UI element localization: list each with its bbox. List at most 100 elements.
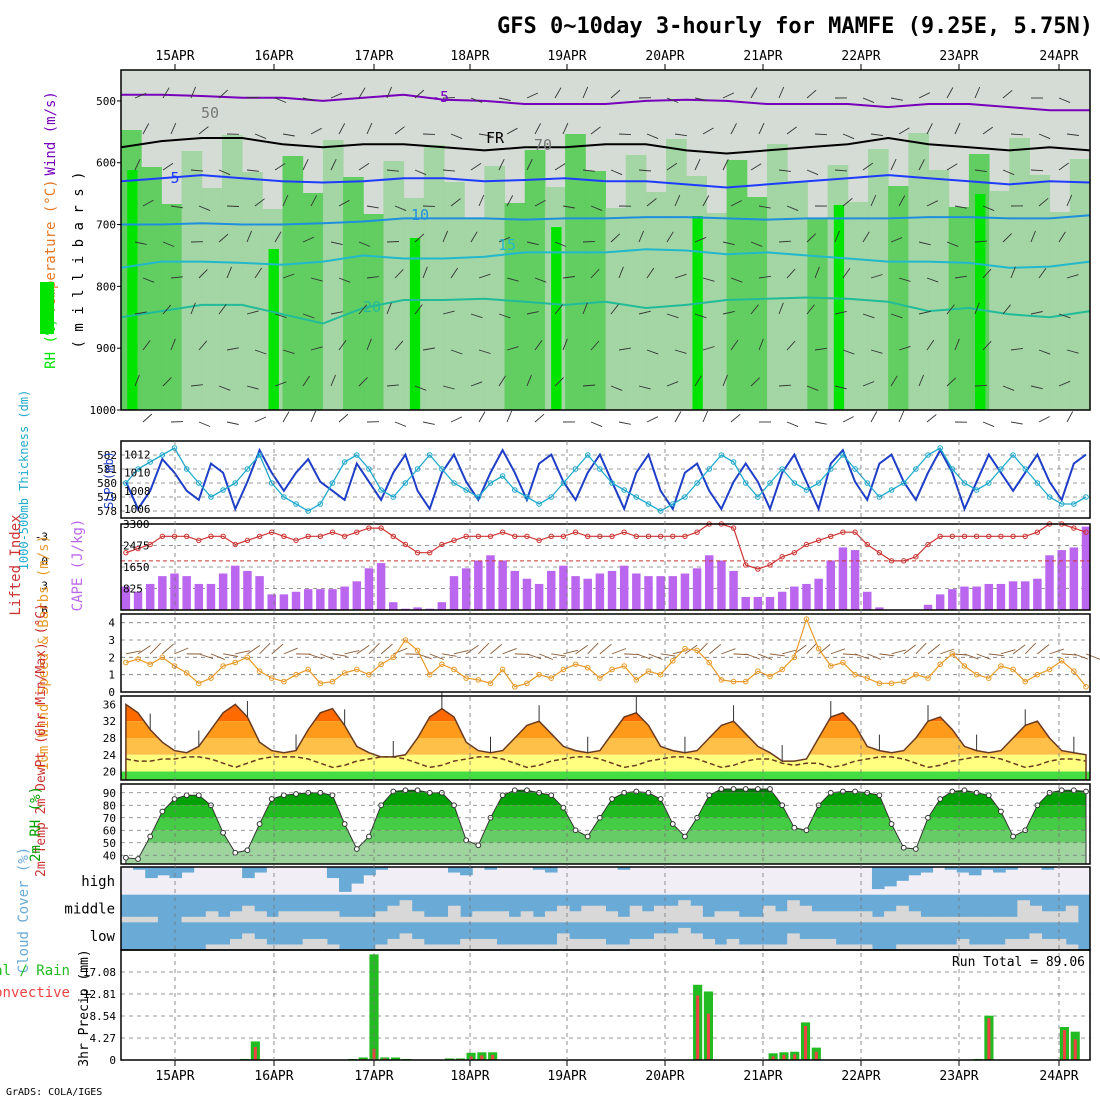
- wind-barb: [1038, 133, 1051, 140]
- wind-barb: [226, 266, 232, 279]
- wind-barb: [666, 231, 674, 243]
- wind-barb: [722, 159, 729, 171]
- surface-wind-barb: [247, 645, 261, 655]
- wind-barb: [562, 276, 575, 279]
- lifted-index-point: [815, 537, 822, 544]
- footer-credit: GrADS: COLA/IGES: [6, 1087, 102, 1098]
- cloud-gap-bar: [508, 916, 522, 923]
- cape-bar: [133, 591, 143, 610]
- date-top-label: 19APR: [547, 49, 586, 64]
- wind-barb: [638, 310, 651, 315]
- cloud-gap-bar: [351, 916, 364, 923]
- wind-barb: [758, 205, 771, 209]
- wind-barb: [442, 230, 449, 243]
- lifted-index-point: [536, 537, 542, 544]
- cape-axis-label: CAPE (J/kg): [70, 519, 86, 612]
- rh-band: [625, 155, 647, 410]
- thickness-point: [463, 487, 469, 493]
- wind-barb: [814, 133, 828, 136]
- cloud-gap-bar: [496, 944, 510, 950]
- wind-barb: [618, 266, 624, 279]
- wind-barb: [506, 277, 519, 282]
- rh-point: [827, 789, 834, 796]
- cape-bar: [206, 583, 216, 610]
- wind-barb: [702, 195, 710, 207]
- wind-barb: [170, 338, 176, 351]
- cloud-gap-bar: [387, 905, 401, 923]
- wind-barb: [1010, 133, 1024, 136]
- cape-bar: [692, 568, 702, 610]
- wind-tick-label: 3: [108, 634, 115, 647]
- wind-barb: [974, 384, 988, 387]
- cloud-gap-bar: [484, 911, 497, 923]
- rh-line: [125, 788, 1087, 865]
- cloud-gap-bar: [1029, 933, 1043, 950]
- wind-barb: [694, 236, 707, 243]
- cloud-row-label: low: [90, 929, 116, 945]
- cloud-high-bar: [363, 867, 376, 876]
- cape-tick-label: 3300: [123, 518, 150, 531]
- precip-conv-bar: [771, 1056, 775, 1060]
- thickness-point: [888, 487, 895, 493]
- wind-barb: [450, 267, 459, 279]
- lifted-index-point: [487, 533, 494, 539]
- cloud-gap-bar: [423, 944, 437, 950]
- precip-tick-label: 12.81: [83, 988, 116, 1001]
- wind-speed-point: [718, 677, 725, 683]
- wind-speed-point: [633, 677, 640, 683]
- rh-point: [669, 821, 676, 827]
- wind-barb: [786, 126, 797, 135]
- run-total: Run Total = 89.06: [952, 955, 1085, 970]
- cloud-gap-bar: [423, 916, 437, 923]
- cape-bar: [595, 573, 605, 610]
- wind-barb: [498, 313, 511, 319]
- lifted-index-point: [633, 533, 640, 539]
- cloud-high-bar: [254, 867, 267, 873]
- thickness-point: [803, 487, 810, 493]
- wind-barb: [246, 96, 260, 99]
- cloud-gap-bar: [375, 911, 388, 923]
- thickness-point: [973, 487, 980, 493]
- wind-barb: [618, 133, 632, 136]
- wind-barb: [498, 375, 506, 387]
- wind-barb: [526, 374, 532, 387]
- wind-barb: [470, 381, 483, 387]
- wind-barb: [750, 163, 762, 171]
- wind-barb: [722, 241, 735, 246]
- wind-barb: [862, 97, 875, 104]
- panel-frame: [120, 69, 1091, 411]
- wind-barb: [674, 411, 682, 423]
- wind-speed-point: [499, 666, 506, 673]
- surface-wind-barb: [563, 649, 579, 655]
- wind-barb: [162, 162, 174, 171]
- panel-frame: [120, 949, 1091, 1061]
- precip-conv-bar: [469, 1056, 473, 1060]
- cape-tick-label: 825: [123, 583, 143, 596]
- precip-tick-label: 4.27: [90, 1032, 117, 1045]
- lifted-index-point: [657, 533, 664, 539]
- surface-wind-barb: [1012, 644, 1026, 655]
- cloud-gap-bar: [835, 911, 849, 923]
- cloud-gap-bar: [932, 916, 946, 923]
- cloud-high-bar: [157, 867, 170, 876]
- wind-barb: [282, 194, 289, 207]
- lifted-tick-label: 3: [41, 579, 48, 592]
- lifted-index-point: [451, 537, 457, 544]
- cloud-gap-bar: [121, 916, 134, 923]
- surface-wind-barb: [1073, 653, 1089, 660]
- wind-barb: [638, 230, 645, 243]
- cape-bar: [498, 560, 507, 610]
- wind-barb: [918, 241, 931, 246]
- rh-band-fill: [125, 789, 1086, 793]
- precip-legend-conv: Convective: [0, 985, 70, 1001]
- cape-bar: [1033, 578, 1042, 610]
- thickness-point: [694, 480, 700, 486]
- thickness-point: [402, 480, 409, 486]
- cloud-high-bar: [544, 867, 558, 873]
- cloud-gap-bar: [835, 944, 849, 950]
- wind-barb: [1066, 349, 1079, 354]
- lifted-index-point: [475, 533, 482, 539]
- wind-barb: [842, 416, 854, 423]
- wind-speed-point: [451, 666, 457, 673]
- cloud-gap-bar: [133, 916, 146, 923]
